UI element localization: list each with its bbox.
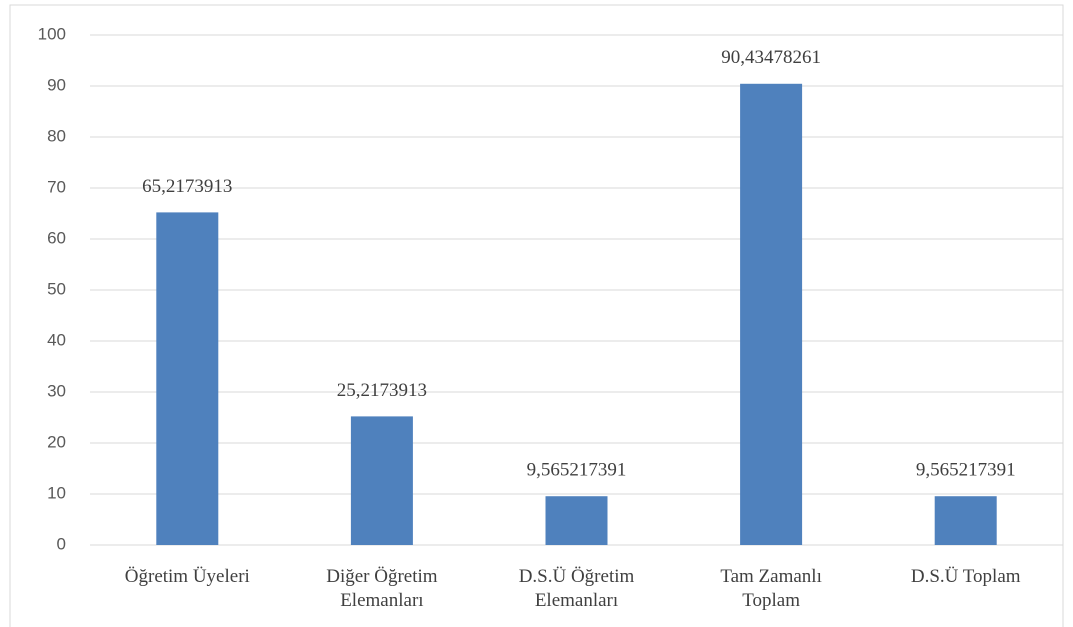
y-tick-label: 70 <box>47 177 66 196</box>
value-label: 9,565217391 <box>916 460 1016 481</box>
y-tick-label: 30 <box>47 381 66 400</box>
value-label: 90,43478261 <box>721 47 821 68</box>
y-tick-label: 50 <box>47 279 66 298</box>
x-tick-label: Öğretim Üyeleri <box>124 566 250 587</box>
value-label: 25,2173913 <box>337 380 427 401</box>
y-tick-label: 90 <box>47 75 66 94</box>
bar <box>934 496 997 545</box>
y-tick-label: 100 <box>38 24 66 43</box>
y-tick-label: 0 <box>57 534 66 553</box>
value-label: 65,2173913 <box>142 176 232 197</box>
bar <box>740 83 803 546</box>
x-tick-label: Diğer Öğretim Elemanları <box>326 566 438 611</box>
x-tick-label: D.S.Ü Öğretim Elemanları <box>518 566 635 611</box>
x-tick-label: Tam Zamanlı Toplam <box>720 566 822 611</box>
y-tick-label: 10 <box>47 483 66 502</box>
value-label: 9,565217391 <box>527 460 627 481</box>
bar <box>350 416 413 545</box>
bar <box>156 212 219 546</box>
y-tick-label: 20 <box>47 432 66 451</box>
y-tick-label: 40 <box>47 330 66 349</box>
y-tick-label: 60 <box>47 228 66 247</box>
chart-frame <box>9 4 1064 627</box>
x-tick-label: D.S.Ü Toplam <box>910 566 1021 587</box>
bar <box>545 496 608 545</box>
y-tick-label: 80 <box>47 126 66 145</box>
